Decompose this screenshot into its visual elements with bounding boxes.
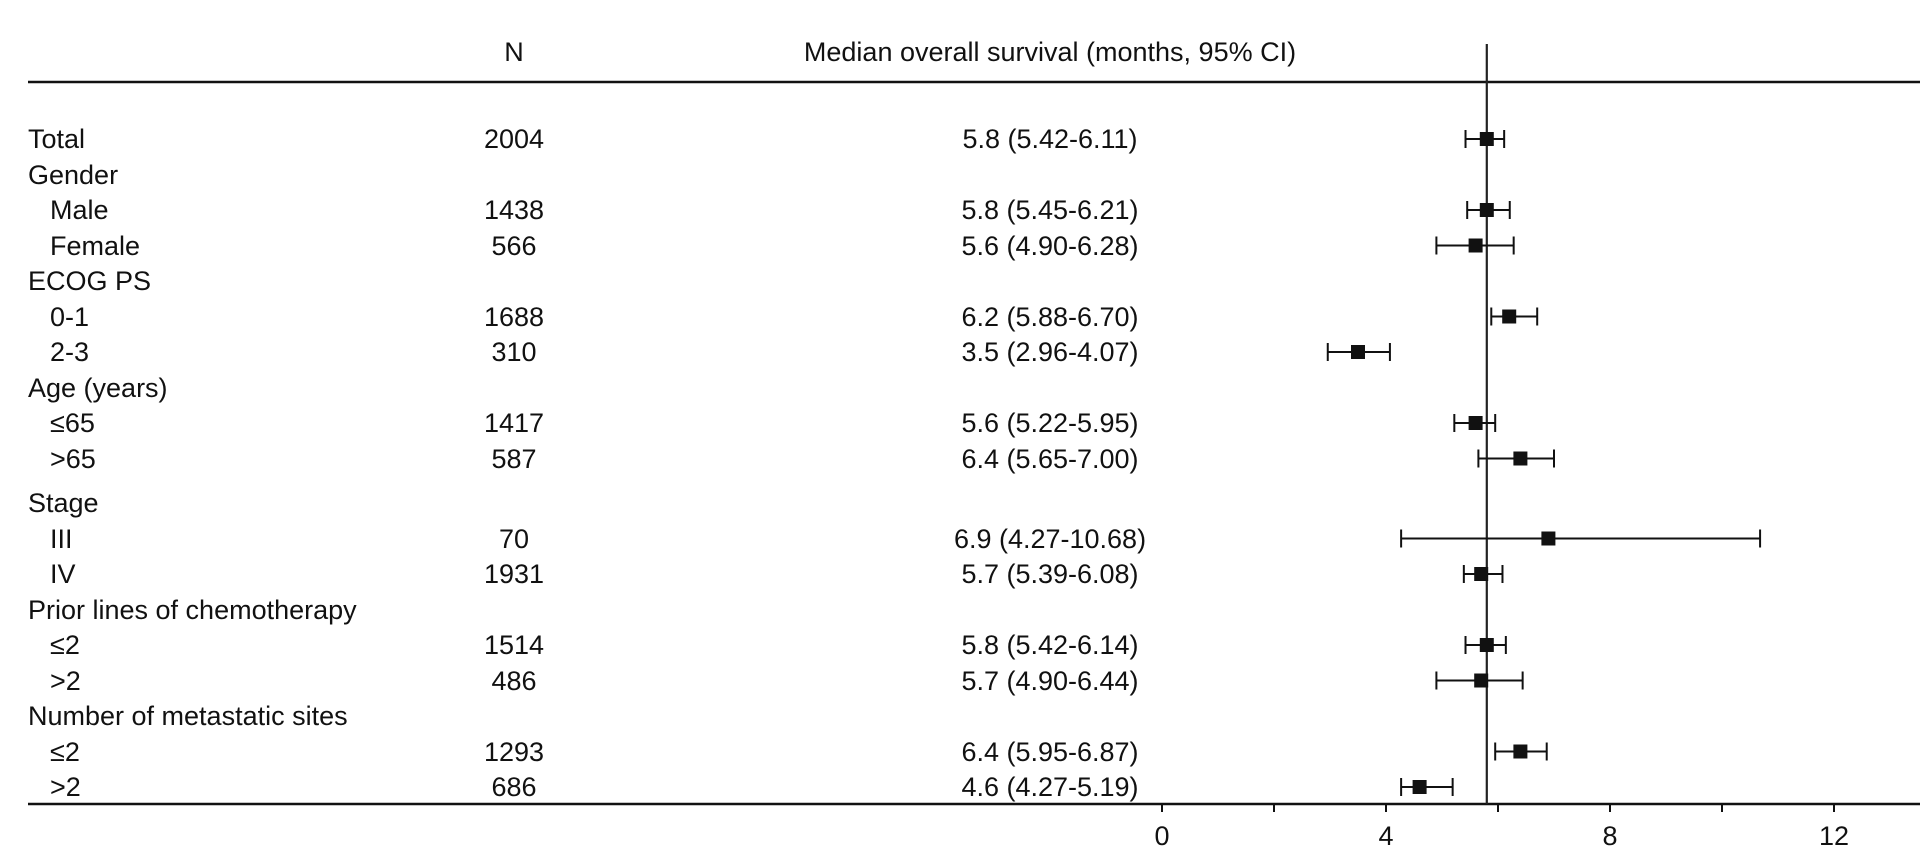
row-ci-text: 5.8 (5.45-6.21): [961, 195, 1139, 225]
median-point: [1502, 309, 1517, 324]
row-label: III: [50, 523, 73, 554]
ci-mark: [1464, 130, 1506, 148]
row-label: 0-1: [50, 301, 90, 332]
row-label: Female: [50, 230, 141, 261]
median-point: [1541, 531, 1556, 546]
group-label: ECOG PS: [28, 266, 152, 296]
x-tick-label: 4: [1378, 821, 1393, 851]
x-tick-label: 0: [1154, 821, 1169, 851]
row-ci-text: 6.9 (4.27-10.68): [953, 523, 1147, 554]
median-point: [1513, 744, 1528, 759]
row-n: 1293: [483, 736, 545, 767]
row-n: 2004: [483, 124, 545, 154]
ci-mark: [1400, 529, 1762, 548]
header-n: N: [504, 37, 524, 67]
ci-mark: [1462, 565, 1504, 583]
median-point: [1479, 638, 1494, 652]
row-n: 486: [491, 665, 537, 696]
row-ci-text: 6.4 (5.95-6.87): [961, 736, 1139, 767]
group-label: Prior lines of chemotherapy: [28, 594, 357, 625]
row-label: >2: [50, 772, 81, 802]
row-ci-text: 5.8 (5.42-6.14): [961, 630, 1139, 660]
row-n: 1931: [483, 559, 545, 589]
header-estimate: Median overall survival (months, 95% CI): [803, 37, 1297, 67]
row-ci-text: 5.6 (5.22-5.95): [961, 408, 1139, 438]
median-point: [1468, 416, 1483, 430]
ci-mark: [1326, 343, 1391, 361]
row-n: 1514: [483, 630, 545, 660]
median-point: [1479, 203, 1494, 217]
row-label: >2: [50, 665, 81, 696]
row-n: 70: [498, 523, 530, 554]
row-n: 1688: [483, 301, 545, 332]
ci-mark: [1435, 671, 1524, 690]
row-n: 1417: [483, 408, 545, 438]
ci-mark: [1400, 778, 1454, 796]
row-ci-text: 4.6 (4.27-5.19): [961, 772, 1139, 802]
median-point: [1474, 673, 1489, 688]
ci-mark: [1494, 742, 1548, 761]
row-ci-text: 5.7 (5.39-6.08): [961, 559, 1139, 589]
ci-mark: [1464, 636, 1507, 654]
row-n: 686: [491, 772, 537, 802]
group-label: Age (years): [28, 372, 168, 403]
row-label: ≤65: [50, 408, 95, 438]
row-label: >65: [50, 443, 96, 474]
row-n: 566: [491, 230, 537, 261]
median-point: [1474, 567, 1489, 581]
ci-mark: [1453, 414, 1497, 432]
row-label: 2-3: [50, 337, 90, 367]
group-label: Number of metastatic sites: [28, 701, 348, 731]
row-label: IV: [50, 559, 76, 589]
row-n: 587: [491, 443, 537, 474]
row-label: ≤2: [50, 736, 80, 767]
ci-mark: [1466, 201, 1511, 219]
row-ci-text: 3.5 (2.96-4.07): [961, 337, 1139, 367]
median-point: [1479, 132, 1494, 146]
ci-mark: [1435, 236, 1515, 255]
median-point: [1412, 780, 1427, 794]
median-point: [1468, 238, 1483, 253]
group-label: Stage: [28, 488, 99, 518]
row-label: Total: [28, 124, 86, 154]
x-tick-label: 8: [1602, 821, 1617, 851]
median-point: [1351, 345, 1365, 359]
row-label: ≤2: [50, 630, 80, 660]
ci-mark: [1477, 449, 1555, 468]
row-ci-text: 5.6 (4.90-6.28): [961, 230, 1139, 261]
ci-mark: [1490, 307, 1539, 326]
row-ci-text: 5.7 (4.90-6.44): [961, 665, 1139, 696]
row-n: 310: [491, 337, 537, 367]
row-ci-text: 6.2 (5.88-6.70): [961, 301, 1139, 332]
row-ci-text: 6.4 (5.65-7.00): [961, 443, 1139, 474]
median-point: [1513, 451, 1528, 466]
row-n: 1438: [483, 195, 545, 225]
row-label: Male: [50, 195, 109, 225]
x-tick-label: 12: [1819, 821, 1849, 851]
row-ci-text: 5.8 (5.42-6.11): [962, 124, 1138, 154]
group-label: Gender: [28, 159, 119, 190]
